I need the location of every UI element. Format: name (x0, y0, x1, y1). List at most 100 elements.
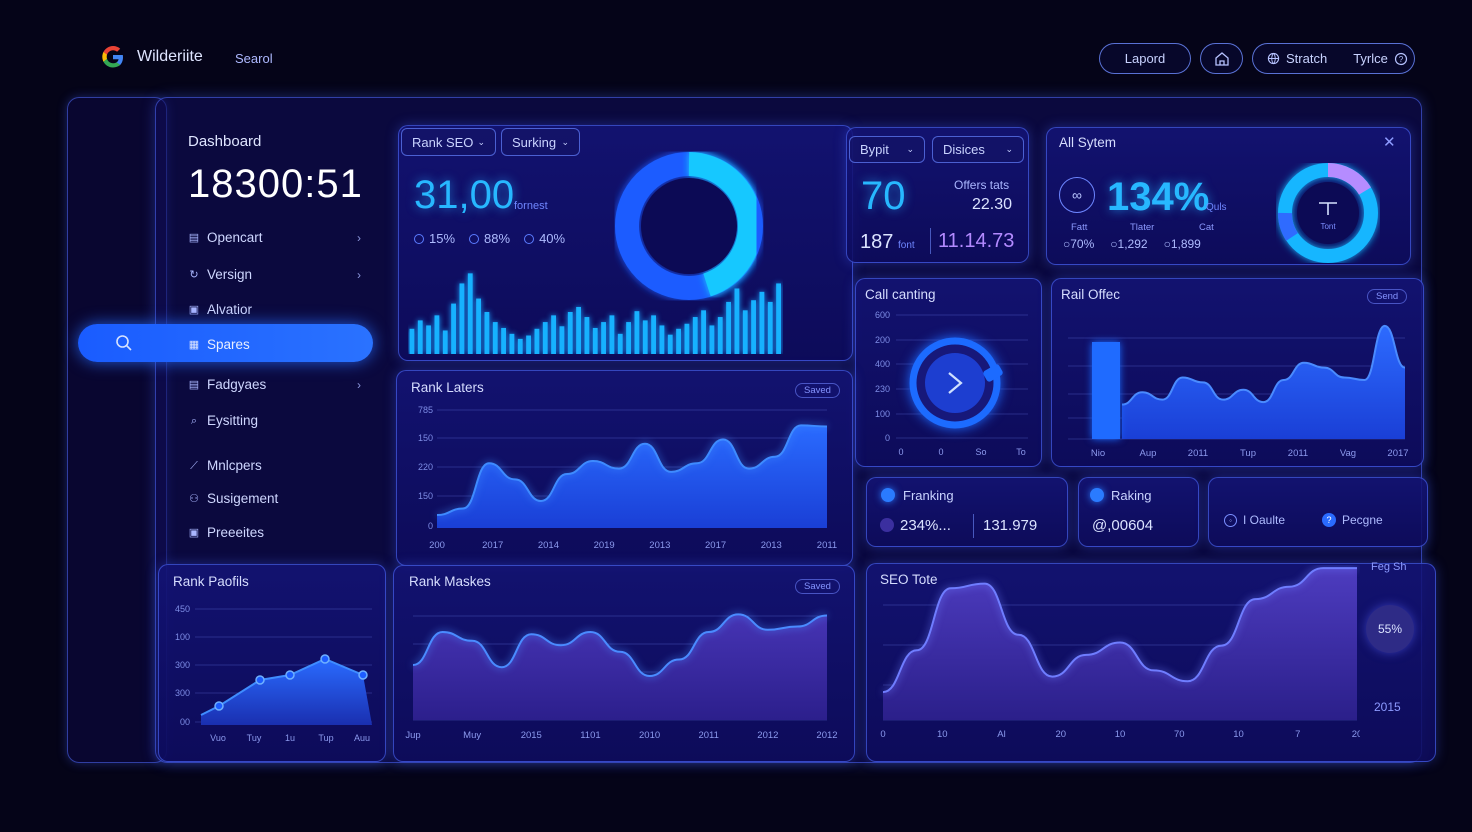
all-system-stats: ○70% ○1,292 ○1,899 (1063, 237, 1201, 251)
x-tick-label: 2012 (757, 730, 778, 741)
x-tick-label: Vuo (210, 733, 226, 743)
disices-dropdown[interactable]: Disices ⌄ (932, 136, 1024, 163)
bar (1092, 342, 1120, 439)
brand-logo (99, 43, 127, 71)
x-tick-label: Tuy (247, 733, 262, 743)
y-tick-label: 600 (875, 310, 890, 320)
bar (667, 334, 673, 354)
bar (642, 320, 648, 354)
surking-dropdown[interactable]: Surking ⌄ (501, 128, 580, 156)
stat-item: ○1,292 (1110, 237, 1148, 251)
sidebar-big-value: 18300:51 (188, 162, 363, 206)
x-tick-label: 70 (1174, 729, 1185, 740)
saved-badge[interactable]: Saved (795, 383, 840, 398)
rank-maskes-title: Rank Maskes (409, 574, 491, 589)
area-fill (883, 568, 1357, 720)
magnifier-icon: ⌕ (190, 414, 198, 427)
rank-profils-panel (158, 564, 386, 762)
dropdown-label: Rank SEO (412, 134, 474, 150)
chevron-down-icon: ⌄ (477, 136, 485, 147)
lapord-button[interactable]: Lapord (1099, 43, 1191, 74)
search-icon[interactable] (115, 334, 133, 357)
link-icon: ⟋ (190, 459, 198, 472)
x-tick-label: 20 (1055, 729, 1066, 740)
offers-label: Offers tats (954, 178, 1010, 192)
dropdown-label: Disices (943, 142, 985, 157)
bar (609, 315, 615, 354)
sidebar-item-susigement[interactable]: ⚇ Susigement (188, 491, 278, 506)
y-tick-label: 220 (418, 462, 433, 472)
rank-seo-bar-chart (409, 273, 781, 354)
option-oaulte[interactable]: ◦ I Oaulte (1224, 513, 1285, 527)
option-pecgne[interactable]: ? Pecgne (1322, 513, 1383, 527)
data-point (255, 675, 265, 685)
call-canting-title: Call canting (865, 287, 936, 302)
bar (534, 328, 540, 354)
bar (734, 288, 740, 354)
sidebar-item-mnlcpers[interactable]: ⟋ Mnlcpers (188, 458, 262, 473)
stat-item: 88% (469, 231, 510, 246)
stat-item: 40% (524, 231, 565, 246)
seo-tote-title: SEO Tote (880, 572, 938, 587)
bar (651, 315, 656, 354)
bar (451, 303, 456, 354)
close-icon[interactable]: ✕ (1383, 134, 1396, 151)
stat-label-fatt: Fatt (1071, 222, 1088, 233)
bypit-dropdown[interactable]: Bypit ⌄ (849, 136, 925, 163)
series-line (882, 567, 1357, 694)
bar (467, 273, 473, 354)
gauge-marker (983, 364, 1003, 382)
x-tick-label: 20 (1352, 729, 1360, 740)
rank-seo-stats: 15% 88% 40% (414, 231, 565, 246)
sidebar-item-label: Fadgyaes (207, 377, 267, 392)
option-label: I Oaulte (1243, 513, 1286, 527)
all-system-donut: Tont (1278, 163, 1378, 263)
data-point (358, 670, 368, 680)
x-tick-label: 2015 (521, 730, 542, 741)
chevron-down-icon: ⌄ (906, 144, 914, 154)
bar (634, 311, 640, 354)
rank-seo-dropdown[interactable]: Rank SEO ⌄ (401, 128, 496, 156)
sidebar-item-preeeites[interactable]: ▣ Preeeites (188, 525, 264, 540)
saved-badge[interactable]: Saved (795, 579, 840, 594)
x-tick-label: 200 (429, 540, 445, 551)
sidebar-item-versign[interactable]: ↻ Versign (188, 267, 252, 282)
y-tick-label: 0 (428, 521, 433, 531)
chevron-down-icon: ⌄ (1005, 144, 1013, 154)
bar (509, 333, 515, 354)
bypit-main-value: 70 (861, 174, 906, 218)
bar (692, 317, 698, 354)
stat-item: ○1,899 (1163, 237, 1201, 251)
x-tick-label: 2011 (1288, 448, 1308, 459)
x-tick-label: Nio (1091, 448, 1105, 459)
series-line (412, 613, 828, 678)
all-system-value: 134% (1107, 175, 1210, 219)
raking-dot (1090, 488, 1104, 502)
bar (484, 312, 490, 354)
sidebar-item-fadgyaes[interactable]: ▤ Fadgyaes (188, 377, 267, 392)
bar (526, 335, 531, 354)
bar (584, 317, 590, 354)
grid-icon: ▦ (188, 338, 200, 351)
sidebar-item-label: Spares (207, 337, 250, 352)
arrow-icon (948, 372, 963, 394)
stratch-label: Stratch (1286, 51, 1328, 66)
x-tick-label: Vag (1340, 448, 1356, 459)
stratch-tyrlce-group[interactable]: Stratch Tyrlce ? (1252, 43, 1415, 74)
sidebar-item-alvatior[interactable]: ▣ Alvatior (188, 302, 252, 317)
sidebar-item-opencart[interactable]: ▤ Opencart (188, 230, 263, 245)
dropdown-label: Bypit (860, 142, 889, 157)
percent-label: 55% (1377, 622, 1403, 636)
header-search-link[interactable]: Searol (235, 51, 273, 66)
gauge-core (925, 353, 985, 413)
y-tick-label: 100 (175, 632, 190, 642)
x-tick-label: 2012 (816, 730, 837, 741)
send-badge[interactable]: Send (1367, 289, 1408, 304)
sidebar-item-label: Mnlcpers (207, 458, 262, 473)
rank-maskes-chart: Jup Muy 2015 1101 2010 2011 2012 2012 (405, 613, 838, 741)
lapord-label: Lapord (1124, 51, 1166, 66)
home-button[interactable] (1200, 43, 1243, 74)
sidebar-item-eysitting[interactable]: ⌕ Eysitting (188, 413, 258, 428)
x-tick-label: 10 (1115, 729, 1126, 740)
